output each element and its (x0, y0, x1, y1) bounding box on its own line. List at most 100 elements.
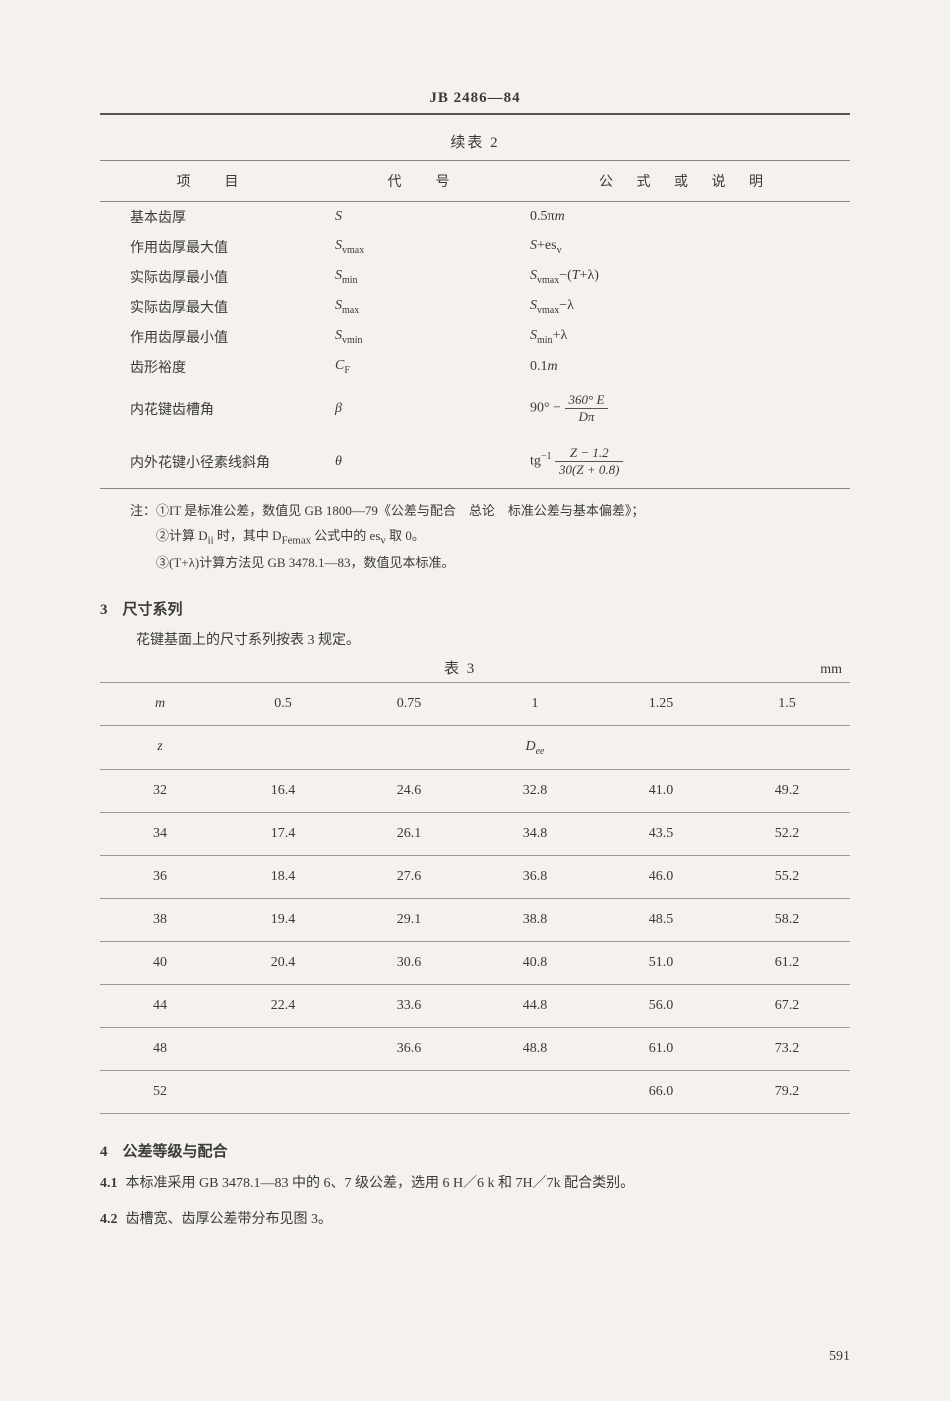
cell-value: 67.2 (724, 985, 850, 1028)
cell-value: 16.4 (220, 770, 346, 813)
cell-value: 41.0 (598, 770, 724, 813)
cell-value: 48.8 (472, 1028, 598, 1071)
cell-z: 52 (100, 1071, 220, 1114)
table3-m-val: 1.5 (724, 682, 850, 725)
cell-value: 34.8 (472, 813, 598, 856)
table3-title: 表 3 (100, 657, 820, 678)
table3-m-label: m (100, 682, 220, 725)
cell-symbol: Svmax (325, 232, 520, 262)
cell-value: 43.5 (598, 813, 724, 856)
cell-value: 36.6 (346, 1028, 472, 1071)
table-row: 4836.648.861.073.2 (100, 1028, 850, 1071)
cell-z: 32 (100, 770, 220, 813)
cell-value: 55.2 (724, 856, 850, 899)
cell-item: 齿形裕度 (100, 352, 325, 382)
cell-formula: Svmax−(T+λ) (520, 262, 850, 292)
table-row: 内花键齿槽角β90° − 360° EDπ (100, 382, 850, 435)
section-4-head: 4 公差等级与配合 (100, 1140, 850, 1161)
cell-value: 52.2 (724, 813, 850, 856)
note-line: ③(T+λ)计算方法见 GB 3478.1—83，数值见本标准。 (130, 551, 850, 576)
table3-unit: mm (820, 662, 850, 678)
table-row: 3417.426.134.843.552.2 (100, 813, 850, 856)
cell-value: 61.2 (724, 942, 850, 985)
cell-value: 20.4 (220, 942, 346, 985)
table-row: 52 66.079.2 (100, 1071, 850, 1114)
table-row: 齿形裕度CF0.1m (100, 352, 850, 382)
cell-value (346, 1071, 472, 1114)
cell-symbol: S (325, 202, 520, 233)
cell-value: 56.0 (598, 985, 724, 1028)
cell-z: 48 (100, 1028, 220, 1071)
cell-item: 作用齿厚最大值 (100, 232, 325, 262)
table-2: 项 目 代 号 公 式 或 说 明 基本齿厚S0.5πm作用齿厚最大值Svmax… (100, 160, 850, 488)
cell-z: 36 (100, 856, 220, 899)
cell-value: 33.6 (346, 985, 472, 1028)
cell-value: 36.8 (472, 856, 598, 899)
doc-code: JB 2486—84 (100, 90, 850, 113)
cell-symbol: CF (325, 352, 520, 382)
cell-value: 18.4 (220, 856, 346, 899)
para-4-2: 4.2齿槽宽、齿厚公差带分布见图 3。 (100, 1207, 850, 1232)
cell-symbol: Svmin (325, 322, 520, 352)
cell-formula: S+esv (520, 232, 850, 262)
cell-value (220, 1028, 346, 1071)
table-row: 3216.424.632.841.049.2 (100, 770, 850, 813)
cell-formula: 0.5πm (520, 202, 850, 233)
cell-z: 44 (100, 985, 220, 1028)
cell-value: 26.1 (346, 813, 472, 856)
table2-head-item: 项 目 (100, 161, 325, 202)
cell-value (220, 1071, 346, 1114)
cell-value: 40.8 (472, 942, 598, 985)
cell-value: 66.0 (598, 1071, 724, 1114)
table-row: 实际齿厚最小值SminSvmax−(T+λ) (100, 262, 850, 292)
cell-value: 49.2 (724, 770, 850, 813)
table3-dee-label: Dee (220, 725, 850, 770)
cell-symbol: Smax (325, 292, 520, 322)
page-number: 591 (829, 1349, 850, 1365)
para-num: 4.2 (100, 1212, 118, 1227)
cell-value: 73.2 (724, 1028, 850, 1071)
cell-formula: tg−1 Z − 1.230(Z + 0.8) (520, 435, 850, 488)
section-3-intro: 花键基面上的尺寸系列按表 3 规定。 (100, 629, 850, 649)
table3-z-label: z (100, 725, 220, 770)
cell-item: 内花键齿槽角 (100, 382, 325, 435)
table2-notes: 注：①IT 是标准公差，数值见 GB 1800—79《公差与配合 总论 标准公差… (100, 499, 850, 576)
table-row: 基本齿厚S0.5πm (100, 202, 850, 233)
cell-z: 40 (100, 942, 220, 985)
cell-value: 46.0 (598, 856, 724, 899)
cell-value: 19.4 (220, 899, 346, 942)
cell-value: 51.0 (598, 942, 724, 985)
cell-value: 17.4 (220, 813, 346, 856)
section-3-head: 3 尺寸系列 (100, 598, 850, 619)
cell-value: 27.6 (346, 856, 472, 899)
note-line: ②计算 Dii 时，其中 DFemax 公式中的 esv 取 0。 (130, 524, 850, 551)
cell-symbol: Smin (325, 262, 520, 292)
table3-m-val: 0.75 (346, 682, 472, 725)
cell-formula: 0.1m (520, 352, 850, 382)
cell-item: 基本齿厚 (100, 202, 325, 233)
cell-item: 内外花键小径素线斜角 (100, 435, 325, 488)
cell-item: 实际齿厚最小值 (100, 262, 325, 292)
table-row: 4422.433.644.856.067.2 (100, 985, 850, 1028)
cell-z: 38 (100, 899, 220, 942)
table2-bottom-rule (100, 488, 850, 489)
cell-formula: Svmax−λ (520, 292, 850, 322)
cell-value: 30.6 (346, 942, 472, 985)
cell-value: 48.5 (598, 899, 724, 942)
cell-value: 58.2 (724, 899, 850, 942)
para-text: 本标准采用 GB 3478.1—83 中的 6、7 级公差，选用 6 H／6 k… (126, 1176, 635, 1191)
table2-head-symbol: 代 号 (325, 161, 520, 202)
table3-m-val: 0.5 (220, 682, 346, 725)
table-row: 实际齿厚最大值SmaxSvmax−λ (100, 292, 850, 322)
cell-value: 79.2 (724, 1071, 850, 1114)
cell-item: 实际齿厚最大值 (100, 292, 325, 322)
cell-value: 22.4 (220, 985, 346, 1028)
table-row: 3819.429.138.848.558.2 (100, 899, 850, 942)
table3-m-val: 1.25 (598, 682, 724, 725)
cell-value: 24.6 (346, 770, 472, 813)
table-3: m0.50.7511.251.5 zDee 3216.424.632.841.0… (100, 682, 850, 1115)
header-rule (100, 113, 850, 115)
cell-symbol: θ (325, 435, 520, 488)
cell-formula: 90° − 360° EDπ (520, 382, 850, 435)
table2-head-formula: 公 式 或 说 明 (520, 161, 850, 202)
